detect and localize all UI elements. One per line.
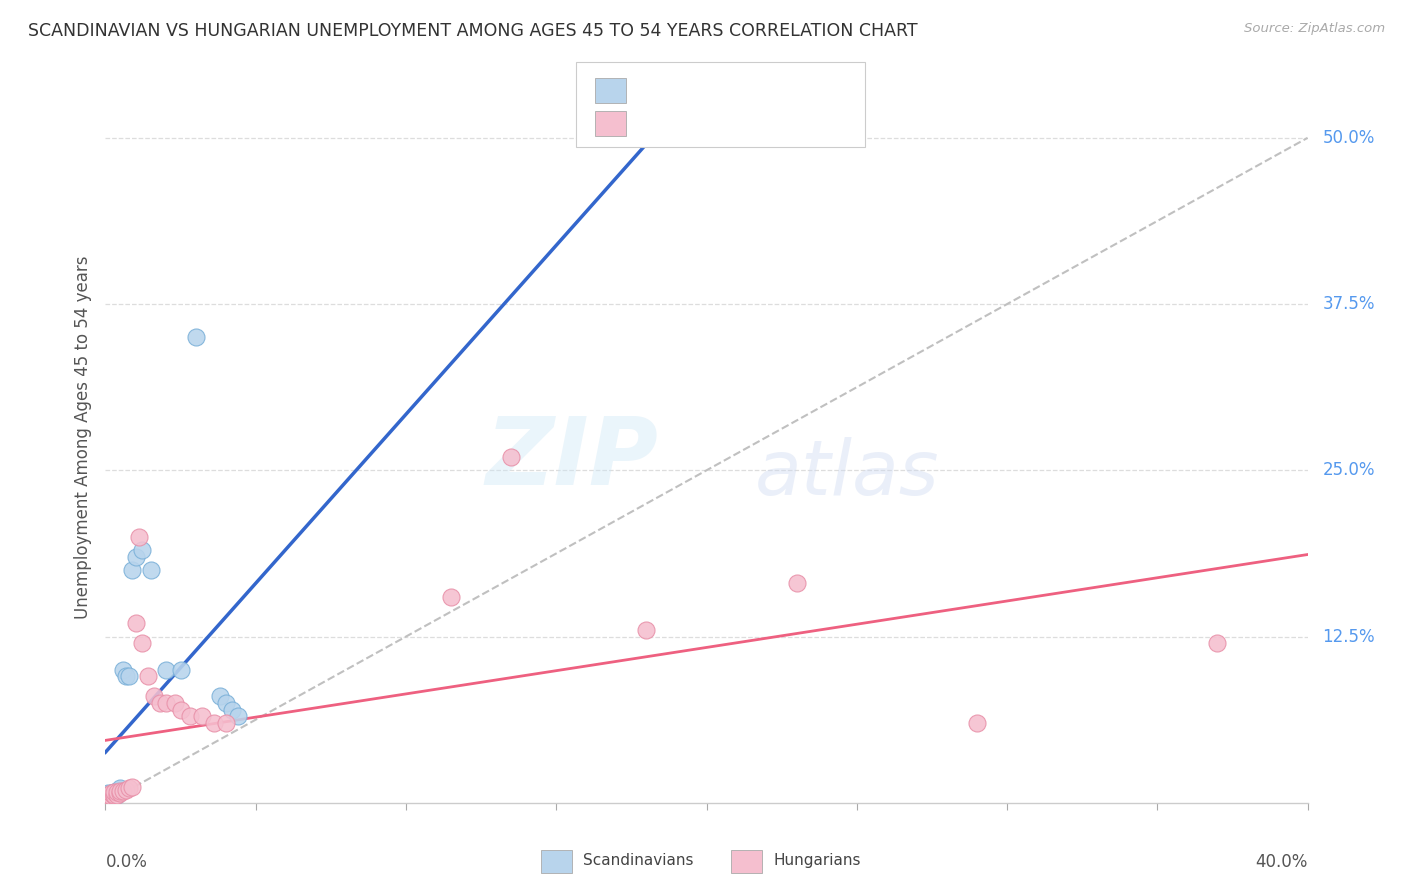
Text: 37.5%: 37.5% <box>1323 295 1375 313</box>
Point <box>115 782 138 797</box>
Point <box>184 330 207 344</box>
Point <box>221 703 243 717</box>
Point <box>190 709 212 723</box>
Point <box>100 790 122 805</box>
Text: SCANDINAVIAN VS HUNGARIAN UNEMPLOYMENT AMONG AGES 45 TO 54 YEARS CORRELATION CHA: SCANDINAVIAN VS HUNGARIAN UNEMPLOYMENT A… <box>28 22 918 40</box>
Point <box>966 716 988 731</box>
Text: ZIP: ZIP <box>485 413 658 505</box>
Point <box>107 787 129 801</box>
Point <box>118 781 141 796</box>
Point <box>440 590 463 604</box>
Point <box>208 690 231 704</box>
Point <box>112 663 135 677</box>
Point <box>121 780 143 794</box>
Text: 0.0%: 0.0% <box>105 854 148 871</box>
Text: atlas: atlas <box>755 437 939 510</box>
Point <box>786 576 808 591</box>
Point <box>131 636 153 650</box>
Text: 50.0%: 50.0% <box>1323 128 1375 147</box>
Point <box>112 784 135 798</box>
Point <box>107 788 129 802</box>
Point <box>97 788 120 802</box>
Point <box>148 696 170 710</box>
Point <box>107 784 129 798</box>
Point <box>103 785 125 799</box>
Text: R = 0.605: R = 0.605 <box>634 81 717 99</box>
Point <box>110 787 132 801</box>
Text: 40.0%: 40.0% <box>1256 854 1308 871</box>
Point <box>103 785 125 799</box>
Point <box>110 785 132 799</box>
Point <box>124 616 146 631</box>
Point <box>103 789 125 804</box>
Point <box>155 663 177 677</box>
Text: N = 28: N = 28 <box>735 81 793 99</box>
Point <box>142 690 165 704</box>
Point <box>103 788 125 802</box>
Point <box>121 563 143 577</box>
Point <box>118 669 141 683</box>
Point <box>202 716 225 731</box>
Point <box>100 787 122 801</box>
Point <box>100 789 122 804</box>
Point <box>169 663 191 677</box>
Point <box>110 782 132 797</box>
Y-axis label: Unemployment Among Ages 45 to 54 years: Unemployment Among Ages 45 to 54 years <box>73 255 91 619</box>
Point <box>97 787 120 801</box>
Point <box>226 709 249 723</box>
Point <box>97 788 120 802</box>
Point <box>136 669 159 683</box>
Point <box>1206 636 1229 650</box>
Point <box>103 789 125 804</box>
Point <box>100 789 122 804</box>
Text: R = 0.267: R = 0.267 <box>634 114 717 132</box>
Point <box>179 709 201 723</box>
Point <box>128 530 150 544</box>
Point <box>110 781 132 796</box>
Text: Hungarians: Hungarians <box>773 854 860 868</box>
Text: N = 34: N = 34 <box>735 114 793 132</box>
Point <box>100 787 122 801</box>
Point <box>97 789 120 804</box>
Point <box>501 450 523 464</box>
Point <box>155 696 177 710</box>
Text: 25.0%: 25.0% <box>1323 461 1375 479</box>
Point <box>163 696 186 710</box>
Point <box>107 785 129 799</box>
Text: Scandinavians: Scandinavians <box>583 854 695 868</box>
Point <box>214 716 236 731</box>
Point <box>115 669 138 683</box>
Point <box>139 563 162 577</box>
Point <box>214 696 236 710</box>
Text: 12.5%: 12.5% <box>1323 628 1375 646</box>
Point <box>636 623 658 637</box>
Point <box>124 549 146 564</box>
Point <box>169 703 191 717</box>
Point <box>103 788 125 802</box>
Text: Source: ZipAtlas.com: Source: ZipAtlas.com <box>1244 22 1385 36</box>
Point <box>131 543 153 558</box>
Point <box>107 788 129 802</box>
Point <box>110 784 132 798</box>
